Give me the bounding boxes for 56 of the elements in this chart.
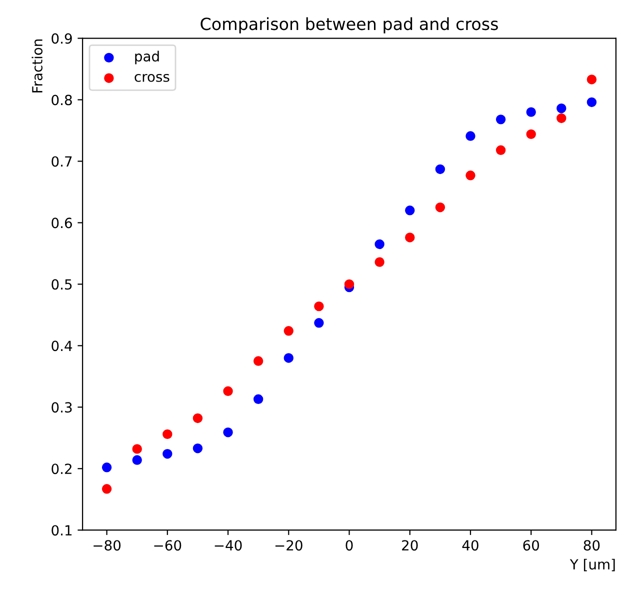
point xyxy=(314,318,324,328)
point xyxy=(374,257,384,267)
point xyxy=(102,462,112,472)
point xyxy=(192,413,203,424)
point xyxy=(374,239,384,250)
point xyxy=(496,145,506,156)
x-axis-title: Y [um] xyxy=(570,558,615,572)
point xyxy=(314,301,324,312)
x-tick-label: −20 xyxy=(275,540,302,551)
point xyxy=(344,279,354,290)
x-tick-label: 40 xyxy=(462,540,478,551)
point xyxy=(223,427,233,438)
x-tick-label: 20 xyxy=(402,540,418,551)
y-tick-label: 0.4 xyxy=(52,340,72,352)
x-tick-label: 60 xyxy=(523,540,540,551)
point xyxy=(132,444,142,454)
point xyxy=(556,104,566,114)
y-tick-label: 0.5 xyxy=(52,279,72,290)
x-tick-label: −60 xyxy=(154,540,182,551)
point xyxy=(132,455,142,465)
x-tick-label: −80 xyxy=(94,540,121,551)
point xyxy=(162,429,172,440)
x-tick-label: 0 xyxy=(346,540,353,551)
point xyxy=(586,97,597,108)
y-tick-label: 0.9 xyxy=(52,33,72,44)
legend-label: pad xyxy=(135,50,159,64)
point xyxy=(284,353,294,363)
point xyxy=(253,356,264,366)
y-tick-label: 0.3 xyxy=(52,402,72,413)
y-axis-title: Fraction xyxy=(32,39,42,92)
point xyxy=(526,107,536,117)
point xyxy=(466,131,476,141)
point xyxy=(284,326,294,336)
point xyxy=(466,170,476,180)
point xyxy=(496,114,506,124)
point xyxy=(526,129,536,140)
point xyxy=(405,232,415,242)
x-tick-label: −40 xyxy=(214,540,242,551)
point xyxy=(405,206,415,216)
x-tick-label: 80 xyxy=(584,540,600,551)
y-tick-label: 0.8 xyxy=(52,94,72,106)
point xyxy=(586,74,597,84)
legend-label: cross xyxy=(134,74,170,82)
y-tick-label: 0.7 xyxy=(52,156,72,167)
point xyxy=(192,443,203,454)
point xyxy=(162,449,172,459)
point xyxy=(435,164,446,174)
y-tick-label: 0.2 xyxy=(52,464,72,474)
point xyxy=(435,202,446,212)
y-tick-label: 0.6 xyxy=(52,218,72,228)
y-tick-label: 0.1 xyxy=(52,525,72,536)
point xyxy=(556,113,566,124)
point xyxy=(223,386,233,396)
point xyxy=(253,394,264,404)
point xyxy=(102,484,112,494)
chart-title: Comparison between pad and cross xyxy=(200,17,498,34)
